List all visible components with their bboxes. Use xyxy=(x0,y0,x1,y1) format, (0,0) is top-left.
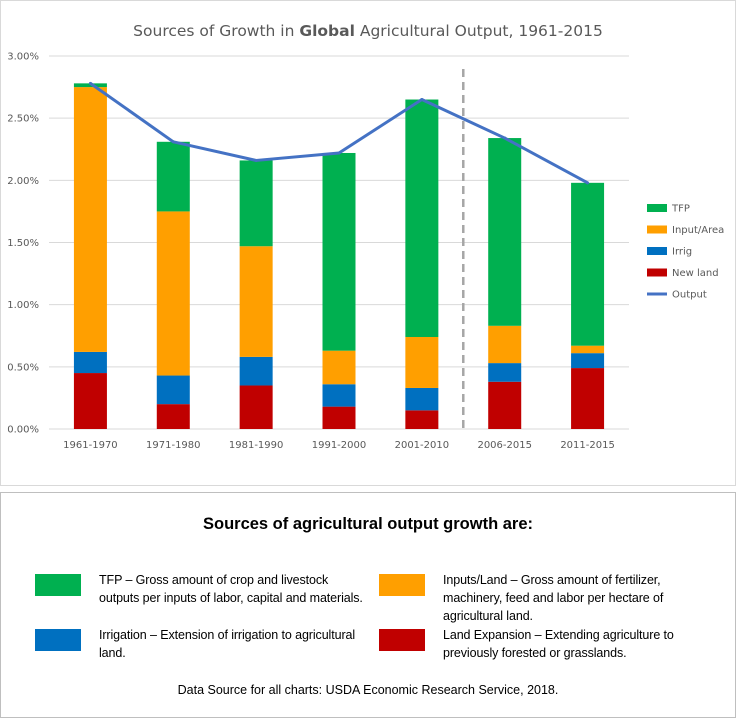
bar-irrig-2001-2010 xyxy=(405,387,439,411)
bar-new-land-2011-2015 xyxy=(571,368,605,429)
bar-irrig-1971-1980 xyxy=(156,375,190,405)
description-item-inputs: Inputs/Land – Gross amount of fertilizer… xyxy=(379,571,719,625)
x-tick-label: 2011-2015 xyxy=(560,440,615,451)
chart-legend: TFP Input/Area Irrig New land Output xyxy=(647,204,724,301)
bar-irrig-2011-2015 xyxy=(571,353,605,369)
bar-new-land-2006-2015 xyxy=(488,381,522,429)
bar-input-area-2006-2015 xyxy=(488,325,522,364)
description-heading: Sources of agricultural output growth ar… xyxy=(202,515,534,533)
x-tick-label: 1991-2000 xyxy=(312,440,367,451)
output-point xyxy=(254,158,258,162)
x-tick-label: 2001-2010 xyxy=(395,440,450,451)
bar-new-land-1961-1970 xyxy=(73,373,107,429)
legend-label: Output xyxy=(672,290,707,301)
output-point xyxy=(586,181,590,185)
x-tick-label: 1981-1990 xyxy=(229,440,284,451)
irrigation-description: Irrigation – Extension of irrigation to … xyxy=(99,628,356,660)
chart-title-part-3: Agricultural Output, 1961-2015 xyxy=(355,22,603,40)
chart-canvas: Sources of Growth in Global Agricultural… xyxy=(7,22,724,451)
land-swatch xyxy=(379,629,425,651)
x-tick-label: 1971-1980 xyxy=(146,440,201,451)
y-tick-label: 0.50% xyxy=(7,362,39,373)
legend-swatch xyxy=(647,247,667,255)
inputs-swatch xyxy=(379,574,425,596)
bar-series xyxy=(73,83,605,429)
bar-irrig-1981-1990 xyxy=(239,356,273,386)
y-tick-label: 1.00% xyxy=(7,300,39,311)
inputs-description: Inputs/Land – Gross amount of fertilizer… xyxy=(443,573,664,623)
legend-swatch xyxy=(647,225,667,234)
tfp-description: TFP – Gross amount of crop and livestock… xyxy=(99,573,363,605)
output-line-series xyxy=(88,81,590,185)
bar-irrig-2006-2015 xyxy=(488,363,522,382)
bar-tfp-1981-1990 xyxy=(239,160,273,247)
irrigation-swatch xyxy=(35,629,81,651)
y-tick-label: 1.50% xyxy=(7,238,39,249)
bar-new-land-1971-1980 xyxy=(156,404,190,429)
y-tick-label: 0.00% xyxy=(7,425,39,436)
x-tick-label: 1961-1970 xyxy=(63,440,118,451)
chart-title-part-2: Global xyxy=(299,22,355,40)
chart-title: Sources of Growth in Global Agricultural… xyxy=(133,22,603,40)
legend-label: Irrig xyxy=(672,247,692,258)
bar-input-area-2001-2010 xyxy=(405,336,439,388)
bar-new-land-1991-2000 xyxy=(322,406,356,429)
data-source-note: Data Source for all charts: USDA Economi… xyxy=(177,683,559,697)
y-tick-label: 3.00% xyxy=(7,52,39,63)
legend-swatch xyxy=(647,204,667,212)
legend-label: Input/Area xyxy=(672,225,724,236)
description-item-irrigation: Irrigation – Extension of irrigation to … xyxy=(35,626,365,662)
description-panel: Sources of agricultural output growth ar… xyxy=(0,492,736,718)
legend-label: New land xyxy=(672,268,719,279)
output-point xyxy=(420,98,424,102)
legend-label: TFP xyxy=(671,204,690,215)
bar-tfp-1961-1970 xyxy=(73,83,107,88)
description-item-land-expansion: Land Expansion – Extending agriculture t… xyxy=(379,626,719,662)
bar-tfp-2006-2015 xyxy=(488,138,522,326)
bar-tfp-1991-2000 xyxy=(322,152,356,351)
chart-title-part-1: Sources of Growth in xyxy=(133,22,299,40)
output-point xyxy=(503,136,507,140)
y-tick-label: 2.50% xyxy=(7,114,39,125)
bar-input-area-1961-1970 xyxy=(73,87,107,352)
description-item-tfp: TFP – Gross amount of crop and livestock… xyxy=(35,571,365,607)
bar-tfp-2001-2010 xyxy=(405,99,439,337)
bar-tfp-2011-2015 xyxy=(571,182,605,346)
output-point xyxy=(337,151,341,155)
x-axis-ticks: 1961-1970 1971-1980 1981-1990 1991-2000 2001… xyxy=(63,440,615,451)
legend-swatch xyxy=(647,268,667,277)
bar-input-area-1991-2000 xyxy=(322,350,356,385)
bar-new-land-1981-1990 xyxy=(239,385,273,429)
output-point xyxy=(88,81,92,85)
y-tick-label: 2.00% xyxy=(7,176,39,187)
tfp-swatch xyxy=(35,574,81,596)
bar-input-area-1971-1980 xyxy=(156,211,190,376)
chart-panel: Sources of Growth in Global Agricultural… xyxy=(0,0,736,486)
bar-irrig-1991-2000 xyxy=(322,384,356,407)
bar-irrig-1961-1970 xyxy=(73,351,107,374)
x-tick-label: 2006-2015 xyxy=(477,440,532,451)
land-description: Land Expansion – Extending agriculture t… xyxy=(443,628,674,660)
bar-input-area-1981-1990 xyxy=(239,246,273,357)
output-point xyxy=(171,140,175,144)
bar-input-area-2011-2015 xyxy=(571,345,605,354)
bar-new-land-2001-2010 xyxy=(405,410,439,429)
y-axis-ticks: 0.00% 0.50% 1.00% 1.50% 2.00% 2.50% 3.00% xyxy=(7,52,39,436)
bar-tfp-1971-1980 xyxy=(156,141,190,212)
